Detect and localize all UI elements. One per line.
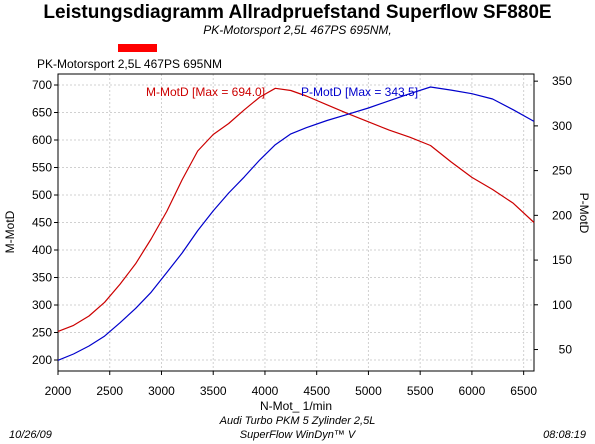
x-tick-label: 3000 [148,384,175,398]
y-tick-label: 600 [32,133,52,147]
y2-tick-label: 350 [552,74,572,88]
torque-line [57,87,535,332]
y2-tick-label: 200 [552,208,572,222]
y-tick-label: 650 [32,106,52,120]
torque-series-label: M-MotD [Max = 694.0] [146,85,265,99]
y-axis-label-left: M-MotD [3,210,17,253]
x-tick-label: 2500 [96,384,123,398]
chart-title: Leistungsdiagramm Allradpruefstand Super… [43,2,552,23]
footer-date: 10/26/09 [9,429,52,441]
x-tick-label: 3500 [200,384,227,398]
x-tick-label: 4500 [303,384,330,398]
y-axis-right: 50 100 150 200 250 300 350 [534,74,573,357]
y2-tick-label: 250 [552,164,572,178]
x-axis: 2000 2500 3000 3500 4000 4500 5000 5500 6000 6500 [45,371,537,398]
y-tick-label: 400 [32,243,52,257]
y2-tick-label: 100 [552,298,572,312]
y-tick-label: 700 [32,78,52,92]
footer-time: 08:08:19 [543,429,586,441]
x-tick-label: 5500 [407,384,434,398]
y2-tick-label: 50 [559,343,573,357]
y-tick-label: 300 [32,298,52,312]
y-tick-label: 250 [32,326,52,340]
x-tick-label: 4000 [252,384,279,398]
chart-subtitle: PK-Motorsport 2,5L 467PS 695NM, [203,23,392,37]
y-tick-label: 450 [32,216,52,230]
y-tick-label: 500 [32,188,52,202]
footer-software: SuperFlow WinDyn™ V [239,429,356,441]
power-line [57,86,535,361]
y-tick-label: 550 [32,161,52,175]
power-series-label: P-MotD [Max = 343.5] [301,85,418,99]
x-tick-label: 6500 [510,384,537,398]
x-tick-label: 5000 [355,384,382,398]
series-group: M-MotD [Max = 694.0] P-MotD [Max = 343.5] [57,85,535,361]
x-tick-label: 2000 [45,384,72,398]
grid [57,74,534,371]
y-axis-left: 200 250 300 350 400 450 500 550 600 650 700 [32,78,58,367]
y-tick-label: 350 [32,271,52,285]
x-tick-label: 6000 [459,384,486,398]
footer-vehicle: Audi Turbo PKM 5 Zylinder 2,5L [219,415,376,427]
legend-label: PK-Motorsport 2,5L 467PS 695NM [37,57,222,71]
legend-swatch [118,44,157,52]
x-axis-label: N-Mot_ 1/min [260,399,332,413]
y2-tick-label: 150 [552,253,572,267]
y-tick-label: 200 [32,353,52,367]
y2-tick-label: 300 [552,119,572,133]
y-axis-label-right: P-MotD [577,193,591,234]
